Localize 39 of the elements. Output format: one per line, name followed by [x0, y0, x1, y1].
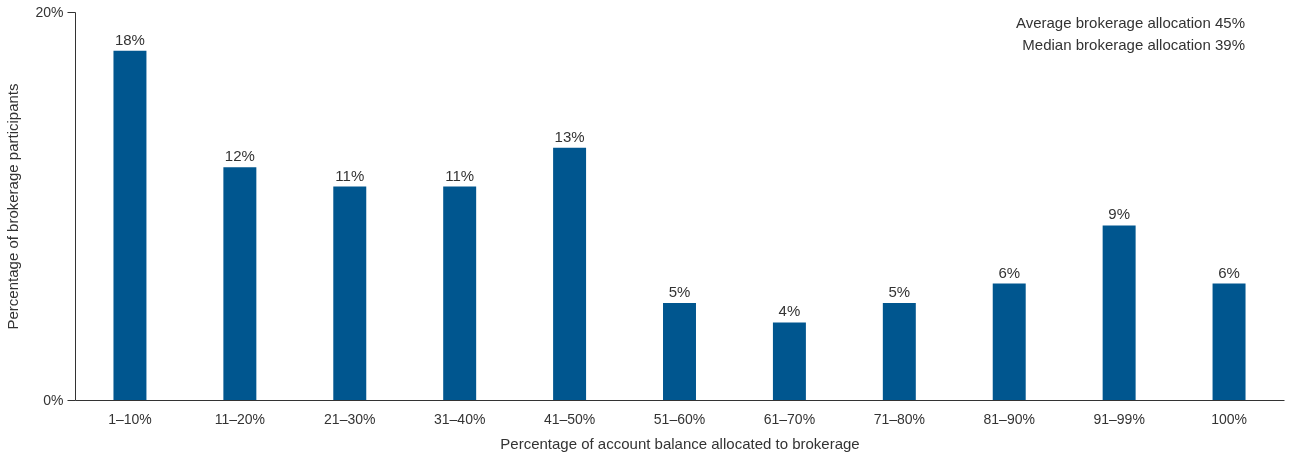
data-label: 12%: [224, 147, 255, 165]
x-tick-label: 61–70%: [763, 410, 816, 427]
x-axis-title: Percentage of account balance allocated to brokerage: [500, 434, 860, 452]
x-tick-label: 91–99%: [1093, 410, 1145, 427]
x-tick-label: 11–20%: [214, 410, 266, 427]
bar: [113, 50, 147, 400]
data-label: 18%: [114, 30, 145, 48]
annotation: Average brokerage allocation 45%: [1015, 14, 1245, 31]
data-label: 5%: [668, 283, 691, 300]
data-label: 6%: [998, 263, 1021, 281]
x-tick-label: 21–30%: [324, 410, 376, 427]
x-tick-label: 71–80%: [873, 410, 926, 427]
x-tick-label: 1–10%: [108, 410, 152, 427]
data-label: 11%: [335, 166, 365, 184]
bar: [992, 283, 1026, 400]
x-tick-label: 41–50%: [543, 410, 596, 427]
bar: [663, 303, 696, 400]
y-axis-title: Percentage of brokerage participants: [4, 83, 22, 330]
y-tick-label: 0%: [43, 391, 64, 408]
bar: [333, 186, 367, 400]
data-label: 6%: [1218, 263, 1240, 281]
annotation: Median brokerage allocation 39%: [1022, 36, 1245, 53]
x-tick-label: 100%: [1211, 410, 1247, 427]
bar: [882, 303, 916, 400]
bar: [443, 186, 477, 400]
data-label: 9%: [1108, 205, 1130, 223]
bar: [772, 322, 806, 400]
data-label: 4%: [778, 302, 801, 320]
bar: [223, 167, 257, 400]
x-tick-label: 31–40%: [433, 410, 486, 427]
x-tick-label: 51–60%: [653, 410, 706, 427]
data-label: 11%: [445, 166, 475, 184]
bar: [1212, 283, 1246, 400]
data-label: 13%: [554, 127, 585, 145]
bar: [1102, 225, 1136, 400]
x-tick-label: 81–90%: [983, 410, 1035, 427]
y-tick-label: 20%: [35, 3, 64, 20]
bar: [553, 147, 587, 400]
data-label: 5%: [888, 283, 911, 300]
